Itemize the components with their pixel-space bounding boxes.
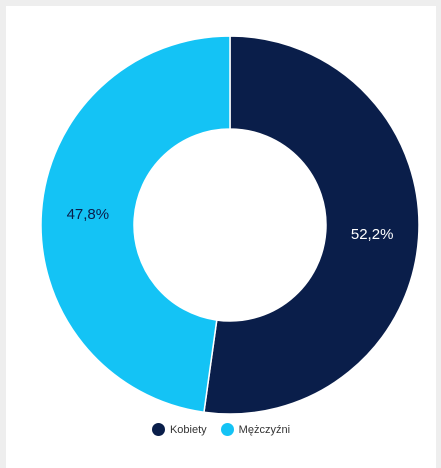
donut-chart: 52,2% 47,8% bbox=[40, 35, 420, 415]
donut-slice-kobiety[interactable] bbox=[203, 35, 420, 415]
donut-slice-mezczyzni[interactable] bbox=[40, 35, 231, 414]
chart-legend: Kobiety Mężczyźni bbox=[6, 423, 436, 436]
legend-swatch-mezczyzni bbox=[220, 423, 234, 436]
legend-item-kobiety[interactable]: Kobiety bbox=[151, 423, 207, 436]
legend-swatch-kobiety bbox=[151, 423, 165, 436]
data-label-kobiety: 52,2% bbox=[351, 226, 394, 243]
legend-item-mezczyzni[interactable]: Mężczyźni bbox=[220, 423, 291, 436]
legend-label-kobiety: Kobiety bbox=[169, 423, 207, 436]
chart-card: 52,2% 47,8% Kobiety Mężczyźni bbox=[6, 6, 436, 468]
data-label-mezczyzni: 47,8% bbox=[67, 206, 110, 223]
legend-label-mezczyzni: Mężczyźni bbox=[238, 423, 291, 436]
